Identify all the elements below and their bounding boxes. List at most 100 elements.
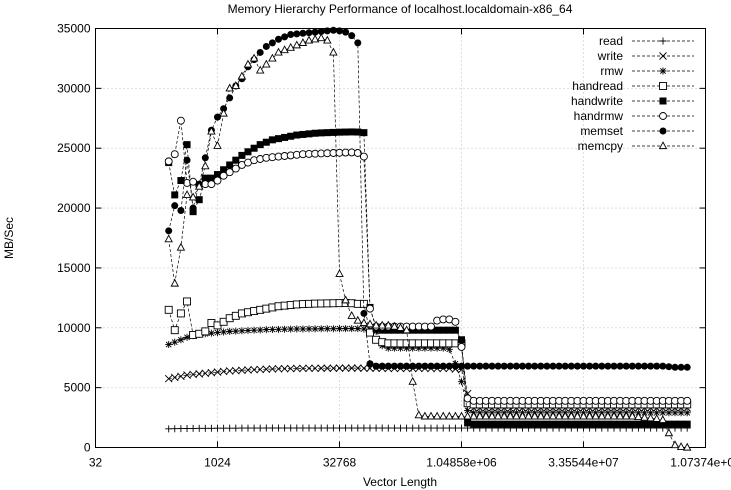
data-point-read: [214, 424, 221, 432]
data-point-memset: [671, 363, 679, 371]
data-point-memcpy: [390, 321, 399, 330]
legend-marker-handrmw: [659, 112, 667, 120]
data-point-memcpy: [615, 411, 625, 420]
data-point-read: [378, 424, 386, 432]
data-point-handrmw: [207, 180, 216, 189]
data-point-memcpy: [658, 415, 668, 424]
data-point-memcpy: [634, 412, 643, 421]
data-point-memcpy: [676, 442, 686, 450]
data-point-handrmw: [225, 168, 234, 177]
data-point-write: [170, 373, 179, 382]
data-point-handwrite: [641, 420, 648, 428]
data-point-handwrite: [610, 420, 618, 428]
data-point-handwrite: [506, 420, 514, 428]
data-point-write: [177, 372, 185, 381]
data-point-write: [280, 364, 289, 373]
data-point-read: [415, 424, 423, 432]
data-point-memset: [403, 362, 411, 370]
data-point-memset: [183, 156, 191, 164]
data-point-handwrite: [500, 420, 508, 428]
x-tick-label: 1024: [204, 456, 231, 470]
data-point-rmw: [677, 409, 685, 417]
data-point-handwrite: [567, 420, 575, 428]
data-point-memset: [171, 202, 179, 210]
data-point-read: [220, 424, 228, 432]
data-point-memcpy: [298, 38, 308, 46]
data-point-handwrite: [250, 144, 258, 152]
data-point-rmw: [653, 409, 661, 417]
data-point-read: [201, 424, 209, 432]
data-point-memset: [433, 362, 441, 370]
data-point-memcpy: [414, 410, 424, 419]
data-point-memset: [366, 360, 374, 368]
data-point-memcpy: [548, 411, 558, 420]
data-point-read: [238, 424, 246, 432]
data-point-handread: [183, 297, 191, 306]
data-point-read: [360, 424, 368, 432]
data-point-memset: [647, 362, 655, 370]
data-point-memset: [421, 362, 429, 370]
data-point-rmw: [262, 326, 270, 334]
data-point-memcpy: [384, 320, 393, 329]
data-point-memset: [610, 362, 618, 370]
data-point-handwrite: [323, 129, 331, 137]
data-point-write: [164, 374, 173, 383]
data-point-handread: [366, 328, 374, 337]
data-point-rmw: [647, 409, 655, 417]
data-point-memset: [281, 33, 289, 41]
data-point-memset: [500, 362, 508, 370]
data-point-read: [207, 424, 215, 432]
data-point-handwrite: [195, 196, 203, 204]
data-point-memset: [451, 362, 459, 370]
data-point-memset: [299, 29, 307, 37]
data-point-handrmw: [170, 150, 179, 159]
data-point-rmw: [323, 325, 331, 333]
x-tick-labels: 32 1024 32768 1.04858e+06 3.35544e+07 1.07374…: [89, 456, 731, 470]
data-point-memset: [573, 362, 581, 370]
data-point-handwrite: [598, 420, 606, 428]
data-point-handwrite: [445, 326, 453, 334]
data-point-read: [256, 424, 264, 432]
legend-marker-handwrite: [659, 97, 667, 105]
data-point-memset: [317, 27, 325, 35]
data-point-read: [281, 424, 289, 432]
data-point-handwrite: [586, 420, 594, 428]
data-point-memcpy: [469, 411, 478, 420]
data-point-memcpy: [225, 83, 234, 92]
data-point-handwrite: [317, 129, 325, 137]
data-point-rmw: [464, 406, 472, 414]
data-point-memcpy: [603, 411, 613, 420]
data-point-memcpy: [329, 47, 338, 56]
y-tick-label: 25000: [57, 141, 91, 155]
data-point-handwrite: [214, 171, 221, 179]
data-point-memset: [653, 362, 661, 370]
data-point-memcpy: [182, 190, 192, 198]
data-point-write: [225, 367, 234, 375]
data-point-read: [287, 424, 295, 432]
data-point-handwrite: [329, 128, 337, 136]
data-point-rmw: [238, 327, 246, 335]
data-point-memcpy: [579, 411, 588, 420]
data-point-handwrite: [262, 138, 270, 146]
data-point-memcpy: [591, 411, 600, 420]
data-point-handwrite: [256, 141, 264, 149]
data-point-handwrite: [604, 420, 612, 428]
data-point-rmw: [165, 341, 173, 349]
data-point-handwrite: [470, 420, 478, 428]
data-point-memcpy: [280, 45, 289, 54]
data-point-handwrite: [183, 141, 191, 149]
data-point-memset: [628, 362, 636, 370]
data-point-handwrite: [512, 420, 520, 428]
data-point-rmw: [317, 325, 325, 333]
data-point-memcpy: [432, 411, 442, 420]
data-point-rmw: [256, 326, 264, 334]
data-point-rmw: [226, 327, 234, 335]
data-point-memset: [439, 362, 447, 370]
data-point-memcpy: [243, 59, 253, 68]
legend-marker-read: [659, 37, 667, 45]
data-point-memcpy: [530, 411, 539, 420]
data-point-read: [195, 424, 203, 432]
data-point-write: [323, 364, 332, 373]
legend-label-rmw: rmw: [600, 64, 623, 78]
data-point-read: [439, 424, 447, 432]
